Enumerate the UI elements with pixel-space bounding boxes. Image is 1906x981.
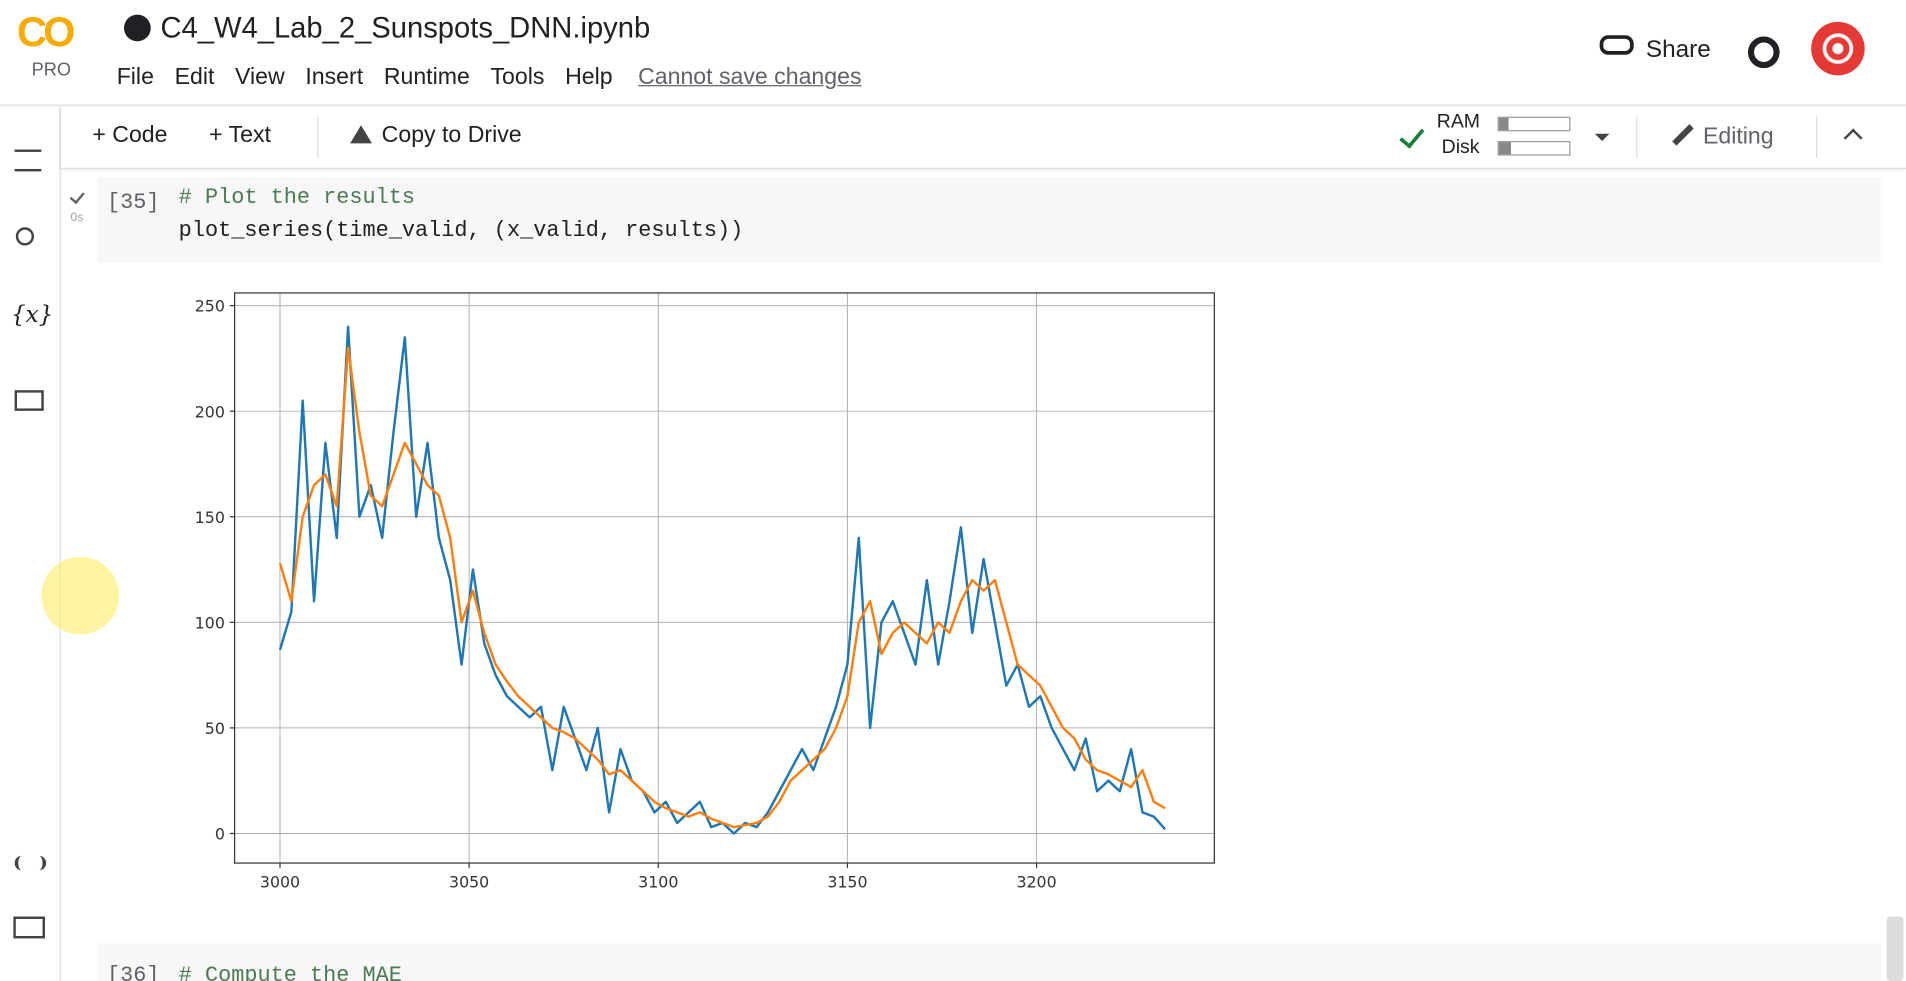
y-tick-label: 100 (195, 613, 225, 632)
y-tick-label: 150 (195, 508, 225, 527)
link-icon (1599, 35, 1634, 55)
sidebar: {x} (0, 105, 61, 981)
share-button[interactable]: Share (1599, 35, 1711, 64)
cursor-highlight (41, 556, 120, 635)
y-tick-label: 200 (195, 402, 225, 421)
execution-count: [35] (106, 190, 160, 216)
disk-meter (1497, 141, 1571, 156)
github-icon (123, 14, 151, 42)
drive-icon (350, 125, 372, 144)
y-tick-label: 0 (215, 825, 225, 844)
code-cell[interactable]: 0s [35] # Plot the results plot_series(t… (69, 177, 1882, 263)
y-tick-label: 250 (195, 297, 225, 316)
save-status[interactable]: Cannot save changes (638, 64, 862, 90)
share-label[interactable]: Share (1645, 36, 1711, 64)
files-icon[interactable] (14, 390, 44, 411)
scrollbar[interactable] (1886, 916, 1904, 981)
add-code-button[interactable]: + Code (92, 122, 168, 149)
menu-bar: File Edit View Insert Runtime Tools Help… (117, 64, 862, 91)
editing-mode[interactable]: Editing (1670, 123, 1774, 151)
toolbar-divider (1816, 116, 1818, 159)
menu-item[interactable]: File (116, 64, 154, 90)
header-divider (0, 104, 1906, 106)
notebook-title[interactable]: C4_W4_Lab_2_Sunspots_DNN.ipynb (123, 12, 651, 46)
settings-icon[interactable] (1747, 36, 1780, 69)
menu-item[interactable]: Edit (174, 64, 215, 90)
plot-frame (233, 292, 1215, 864)
copy-label[interactable]: Copy to Drive (381, 122, 522, 149)
variables-icon[interactable]: {x} (10, 301, 54, 329)
menu-item[interactable]: Tools (490, 64, 545, 90)
x-tick-label: 3050 (449, 872, 489, 891)
toolbar-divider (1636, 116, 1638, 159)
logo-badge: PRO (31, 59, 72, 81)
menu-item[interactable]: Insert (305, 64, 364, 90)
toolbar-divider (317, 116, 319, 159)
y-tick-label: 50 (205, 719, 225, 738)
ram-label[interactable]: RAM (1436, 111, 1481, 133)
ram-meter (1497, 116, 1571, 132)
run-time: 0s (70, 211, 84, 225)
editing-label[interactable]: Editing (1702, 123, 1774, 150)
toc-icon[interactable] (14, 149, 42, 172)
resources-dropdown[interactable] (1594, 133, 1610, 142)
x-tick-label: 3100 (638, 872, 678, 891)
toolbar: + Code + Text Copy to Drive RAM Disk Edi… (60, 107, 1906, 169)
snippets-icon[interactable] (14, 855, 47, 871)
menu-item[interactable]: Runtime (383, 64, 470, 90)
add-text-button[interactable]: + Text (209, 122, 271, 149)
search-icon[interactable] (15, 227, 35, 246)
menu-item[interactable]: Help (565, 64, 613, 90)
code-line[interactable]: # Compute the MAE (178, 963, 402, 981)
menu-item[interactable]: View (235, 64, 285, 90)
x-tick-label: 3000 (260, 872, 300, 891)
copy-to-drive-button[interactable]: Copy to Drive (350, 123, 522, 150)
add-text-label[interactable]: Text (228, 122, 271, 149)
avatar[interactable] (1811, 21, 1865, 76)
code-cell[interactable]: [36] # Compute the MAE (97, 943, 1882, 981)
x-tick-label: 3150 (827, 872, 867, 891)
title-text[interactable]: C4_W4_Lab_2_Sunspots_DNN.ipynb (160, 12, 651, 45)
logo[interactable]: CO (17, 9, 75, 56)
terminal-icon[interactable] (13, 916, 45, 939)
disk-label[interactable]: Disk (1441, 137, 1480, 159)
x-tick-label: 3200 (1016, 872, 1056, 891)
data-line (278, 346, 1166, 829)
code-line[interactable]: # Plot the results (178, 185, 416, 211)
code-line[interactable]: plot_series(time_valid, (x_valid, result… (178, 218, 744, 244)
data-line (278, 325, 1167, 835)
execution-count: [36] (106, 963, 160, 981)
add-code-label[interactable]: Code (112, 122, 168, 149)
